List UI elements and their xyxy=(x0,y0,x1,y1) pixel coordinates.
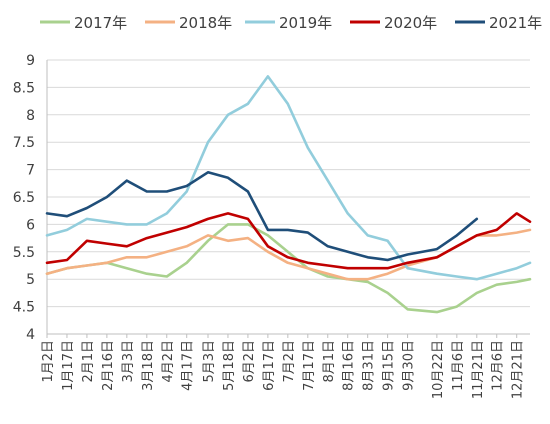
x-tick-label: 6月2日 xyxy=(242,340,257,383)
x-tick-label: 12月21日 xyxy=(511,340,526,399)
x-tick-label: 4月2日 xyxy=(161,340,176,383)
y-tick-label: 6 xyxy=(26,217,35,233)
x-tick-label: 1月17日 xyxy=(61,340,76,391)
y-tick-label: 7 xyxy=(26,163,35,179)
y-tick-label: 4.5 xyxy=(13,300,35,316)
series-group xyxy=(45,75,532,314)
x-axis: 1月2日 1月17日 2月1日 2月16日 3月3日 3月18日 4月2日 4月17日 5月3日… xyxy=(41,333,530,399)
y-tick-label: 7.5 xyxy=(13,135,35,151)
legend-label: 2021年 xyxy=(489,14,542,32)
x-tick-label: 3月3日 xyxy=(121,340,136,383)
x-tick-label: 11月6日 xyxy=(451,340,466,391)
series-line-5 xyxy=(45,171,479,262)
x-tick-label: 11月21日 xyxy=(471,340,486,399)
x-tick-label: 5月18日 xyxy=(222,340,237,391)
legend-label: 2017年 xyxy=(74,14,127,32)
x-tick-label: 4月17日 xyxy=(181,340,196,391)
x-tick-label: 6月17日 xyxy=(262,340,277,391)
series-line-2 xyxy=(45,228,532,281)
series-line-3 xyxy=(45,75,532,281)
x-tick-label: 8月31日 xyxy=(362,340,377,391)
legend-label: 2019年 xyxy=(279,14,332,32)
x-tick-label: 8月16日 xyxy=(342,340,357,391)
x-tick-label: 9月15日 xyxy=(382,340,397,391)
legend-label: 2020年 xyxy=(384,14,437,32)
x-tick-label: 12月6日 xyxy=(491,340,506,391)
x-tick-label: 1月2日 xyxy=(41,340,56,383)
y-tick-label: 6.5 xyxy=(13,190,35,206)
legend-label: 2018年 xyxy=(179,14,232,32)
y-tick-label: 9 xyxy=(26,53,35,69)
x-tick-label: 2月16日 xyxy=(101,340,116,391)
x-tick-label: 8月1日 xyxy=(322,340,337,383)
x-tick-label: 2月1日 xyxy=(81,340,96,383)
chart-legend: 2017年 2018年 2019年 2020年 2021年 xyxy=(40,14,542,32)
series-line-4 xyxy=(45,212,532,270)
y-axis: 4 4.5 5 5.5 6 6.5 7 7.5 8 8.5 9 xyxy=(13,53,48,343)
x-tick-label: 7月17日 xyxy=(302,340,317,391)
y-tick-label: 8.5 xyxy=(13,80,35,96)
x-tick-label: 10月22日 xyxy=(431,340,446,399)
y-tick-label: 4 xyxy=(26,327,35,343)
y-tick-label: 8 xyxy=(26,108,35,124)
gridlines xyxy=(47,59,530,335)
x-tick-label: 9月30日 xyxy=(402,340,417,391)
y-tick-label: 5.5 xyxy=(13,245,35,261)
y-tick-label: 5 xyxy=(26,272,35,288)
x-tick-label: 3月18日 xyxy=(141,340,156,391)
x-tick-label: 7月2日 xyxy=(282,340,297,383)
x-tick-label: 5月3日 xyxy=(202,340,217,383)
series-line-1 xyxy=(45,223,532,314)
